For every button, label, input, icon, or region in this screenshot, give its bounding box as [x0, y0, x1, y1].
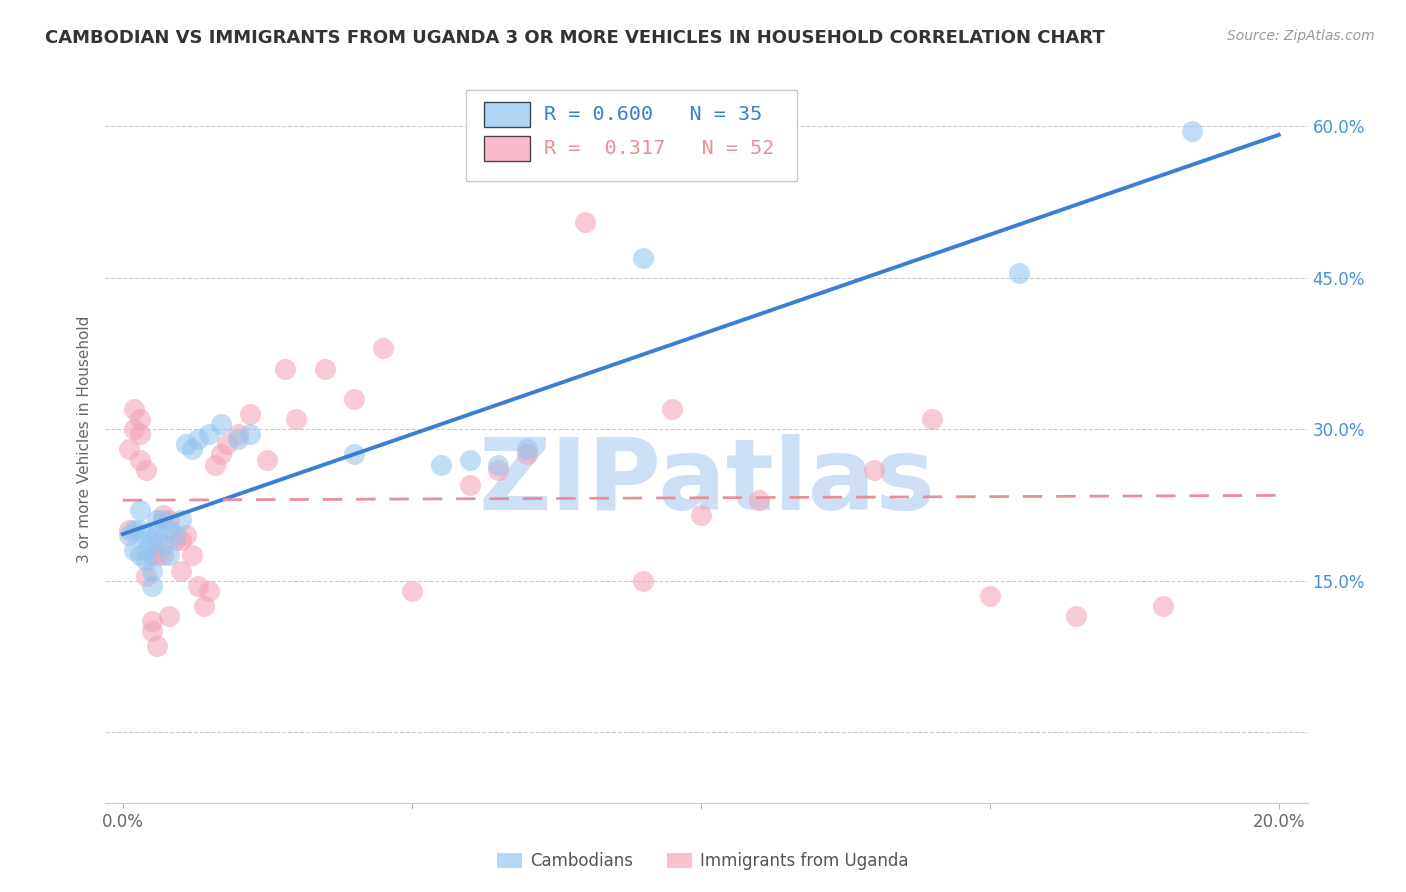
Point	[146, 513, 169, 527]
Point	[343, 392, 366, 406]
Point	[371, 342, 394, 356]
Point	[129, 427, 152, 442]
Point	[146, 528, 169, 542]
Point	[146, 533, 169, 548]
Text: R = 0.600   N = 35: R = 0.600 N = 35	[544, 105, 762, 124]
Point	[129, 549, 152, 563]
Point	[141, 624, 163, 639]
Point	[273, 361, 295, 376]
Point	[516, 442, 538, 457]
Point	[181, 549, 204, 563]
Text: Source: ZipAtlas.com: Source: ZipAtlas.com	[1227, 29, 1375, 43]
Point	[157, 523, 180, 537]
Point	[239, 427, 262, 442]
Point	[921, 412, 943, 426]
Point	[488, 462, 510, 476]
Point	[198, 583, 221, 598]
Point	[429, 458, 451, 472]
Point	[157, 513, 180, 527]
Point	[631, 574, 654, 588]
Point	[141, 533, 163, 548]
Point	[152, 549, 174, 563]
Point	[863, 462, 886, 476]
Point	[176, 528, 198, 542]
Point	[163, 528, 186, 542]
Point	[209, 417, 232, 432]
Point	[689, 508, 711, 522]
Point	[343, 447, 366, 461]
Legend: Cambodians, Immigrants from Uganda: Cambodians, Immigrants from Uganda	[491, 846, 915, 877]
Point	[488, 458, 510, 472]
Text: ZIPatlas: ZIPatlas	[478, 434, 935, 532]
FancyBboxPatch shape	[484, 136, 530, 161]
FancyBboxPatch shape	[465, 90, 797, 181]
Point	[152, 513, 174, 527]
Point	[157, 609, 180, 624]
Point	[141, 579, 163, 593]
Point	[117, 523, 139, 537]
Point	[747, 492, 769, 507]
Point	[129, 503, 152, 517]
Point	[157, 549, 180, 563]
Point	[574, 215, 596, 229]
Point	[176, 437, 198, 451]
Point	[129, 412, 152, 426]
Point	[458, 452, 481, 467]
Point	[228, 427, 250, 442]
Point	[163, 533, 186, 548]
Point	[516, 447, 538, 461]
Point	[135, 462, 157, 476]
Point	[146, 640, 169, 654]
Point	[146, 549, 169, 563]
Point	[256, 452, 278, 467]
Point	[1152, 599, 1174, 613]
Point	[124, 523, 146, 537]
Point	[129, 523, 152, 537]
Point	[135, 528, 157, 542]
Point	[152, 538, 174, 552]
Point	[1181, 124, 1204, 138]
FancyBboxPatch shape	[484, 102, 530, 127]
Point	[152, 508, 174, 522]
Point	[193, 599, 215, 613]
Point	[141, 614, 163, 628]
Point	[117, 442, 139, 457]
Point	[141, 549, 163, 563]
Point	[401, 583, 423, 598]
Point	[204, 458, 226, 472]
Point	[1066, 609, 1088, 624]
Point	[285, 412, 308, 426]
Point	[135, 543, 157, 558]
Point	[209, 447, 232, 461]
Point	[124, 402, 146, 417]
Point	[198, 427, 221, 442]
Y-axis label: 3 or more Vehicles in Household: 3 or more Vehicles in Household	[77, 316, 93, 563]
Point	[169, 513, 191, 527]
Point	[129, 452, 152, 467]
Point	[1007, 266, 1029, 280]
Point	[169, 564, 191, 578]
Point	[458, 477, 481, 491]
Point	[187, 579, 209, 593]
Point	[117, 528, 139, 542]
Text: R =  0.317   N = 52: R = 0.317 N = 52	[544, 139, 775, 158]
Point	[215, 437, 238, 451]
Point	[631, 251, 654, 265]
Point	[135, 568, 157, 582]
Point	[314, 361, 336, 376]
Point	[124, 422, 146, 436]
Point	[239, 407, 262, 421]
Point	[661, 402, 683, 417]
Point	[124, 543, 146, 558]
Point	[181, 442, 204, 457]
Point	[141, 564, 163, 578]
Point	[187, 433, 209, 447]
Point	[135, 553, 157, 567]
Point	[169, 533, 191, 548]
Point	[228, 433, 250, 447]
Point	[979, 589, 1001, 603]
Text: CAMBODIAN VS IMMIGRANTS FROM UGANDA 3 OR MORE VEHICLES IN HOUSEHOLD CORRELATION : CAMBODIAN VS IMMIGRANTS FROM UGANDA 3 OR…	[45, 29, 1105, 46]
